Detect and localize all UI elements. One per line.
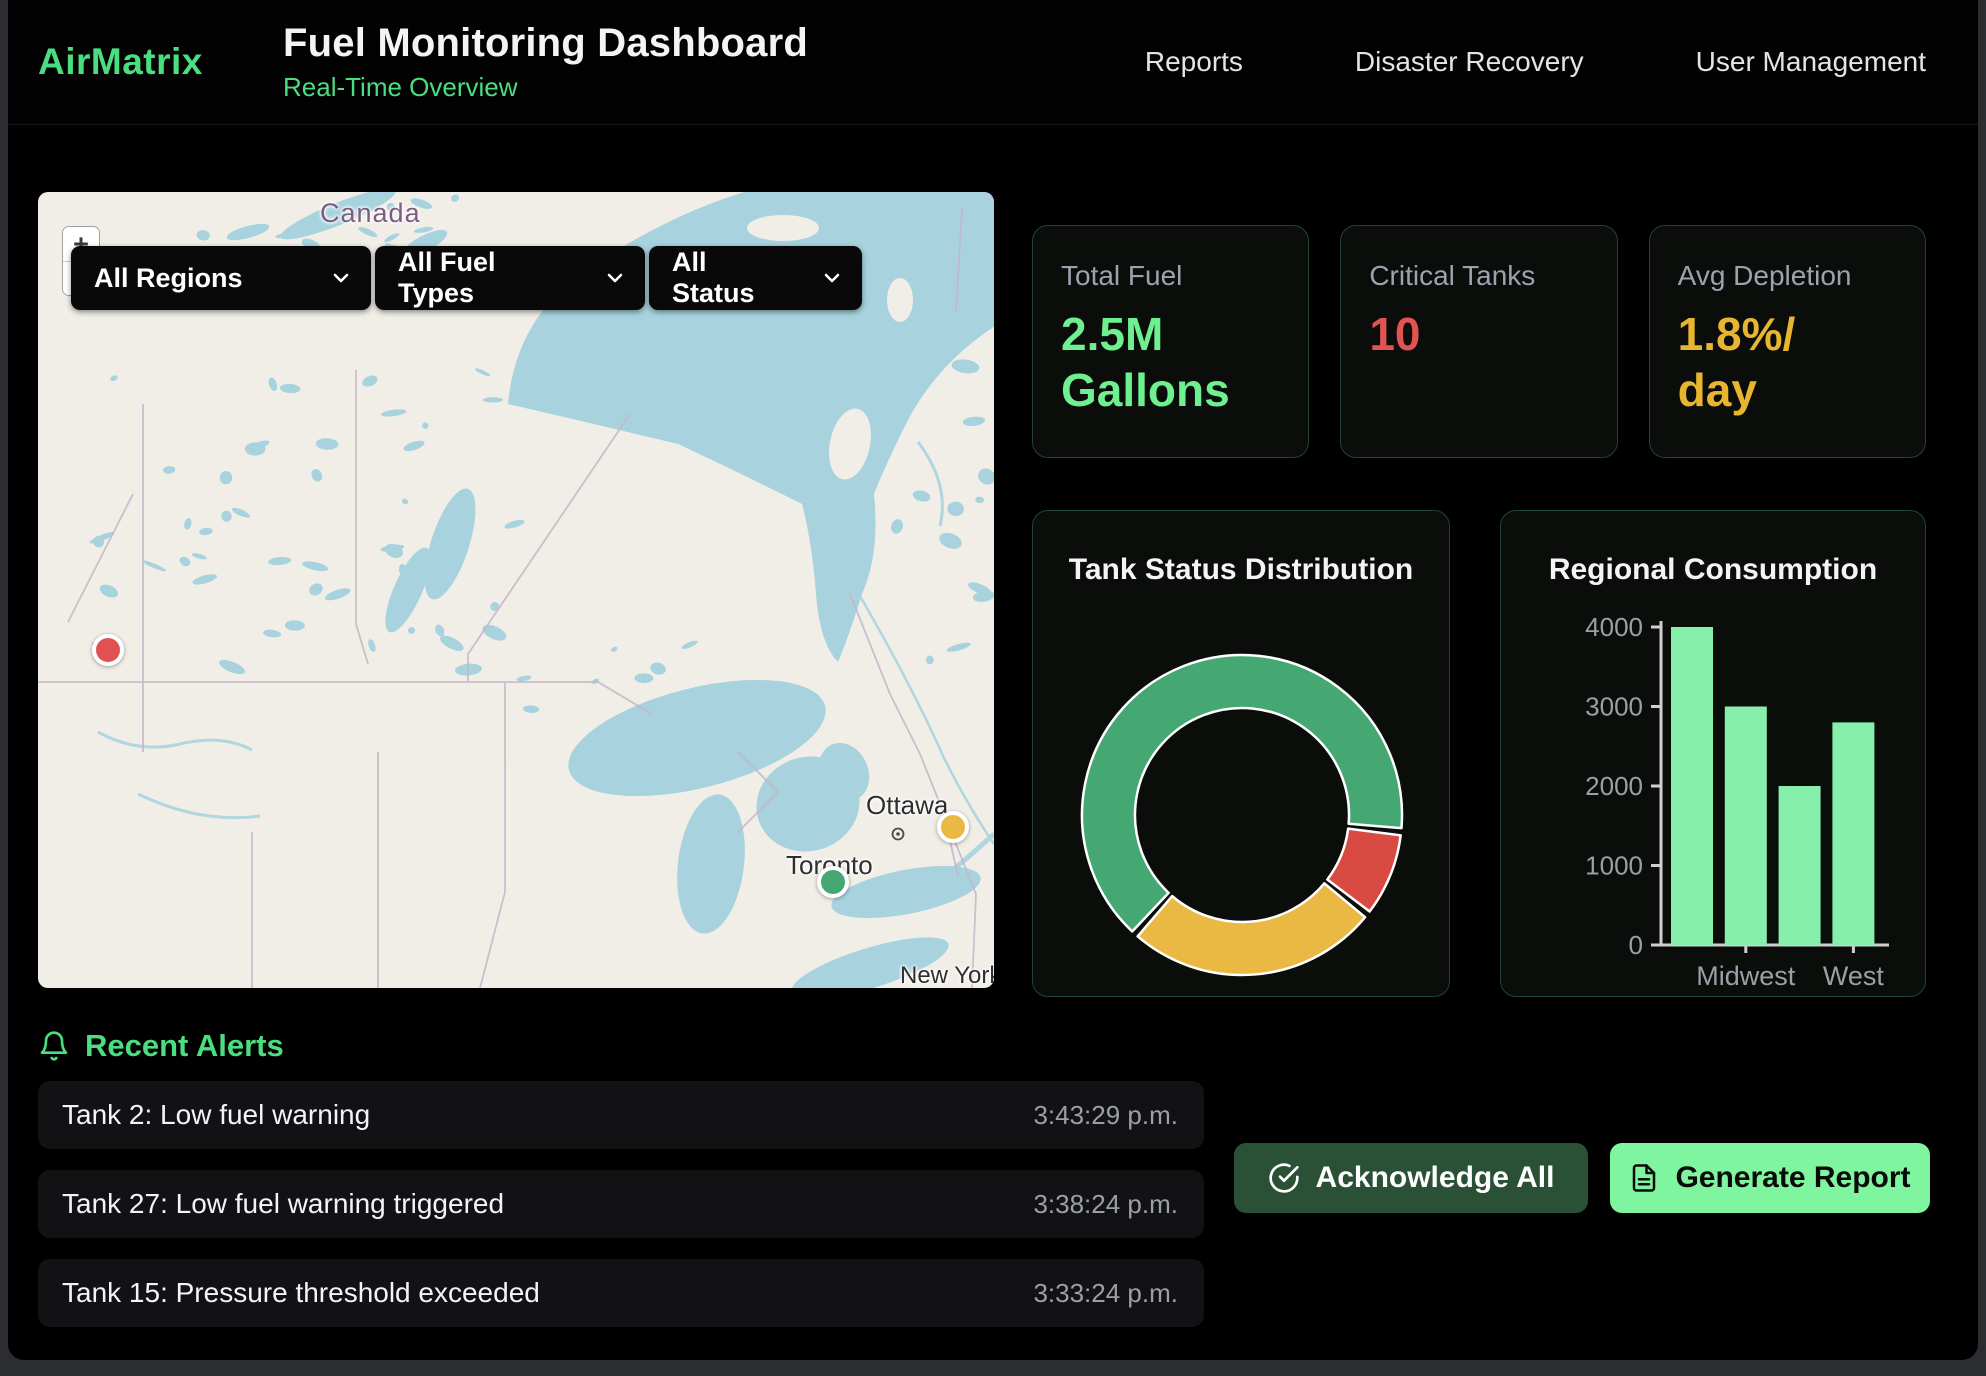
alerts-title: Recent Alerts	[85, 1028, 284, 1064]
tank-status-donut-chart	[1033, 511, 1450, 997]
page-title: Fuel Monitoring Dashboard	[283, 21, 808, 66]
map-filters: All Regions All Fuel Types All Status	[71, 246, 862, 310]
map-label-canada: Canada	[320, 198, 421, 229]
stat-label: Critical Tanks	[1369, 260, 1588, 292]
alert-message: Tank 15: Pressure threshold exceeded	[62, 1277, 540, 1309]
tank-status-chart-card: Tank Status Distribution	[1032, 510, 1450, 997]
stat-card-avg-depletion: Avg Depletion 1.8%/ day	[1649, 225, 1926, 458]
nav-user-management[interactable]: User Management	[1696, 46, 1926, 78]
generate-report-button[interactable]: Generate Report	[1610, 1143, 1930, 1213]
svg-text:3000: 3000	[1585, 692, 1643, 722]
tank-marker-critical[interactable]	[92, 634, 124, 666]
stat-card-total-fuel: Total Fuel 2.5M Gallons	[1032, 225, 1309, 458]
filter-regions[interactable]: All Regions	[71, 246, 371, 310]
alerts-header: Recent Alerts	[38, 1028, 284, 1064]
chevron-down-icon	[329, 266, 353, 290]
filter-status[interactable]: All Status	[649, 246, 862, 310]
stat-cards: Total Fuel 2.5M Gallons Critical Tanks 1…	[1032, 225, 1926, 458]
main-nav: Reports Disaster Recovery User Managemen…	[1145, 46, 1926, 78]
alert-message: Tank 27: Low fuel warning triggered	[62, 1188, 504, 1220]
alert-timestamp: 3:38:24 p.m.	[1033, 1189, 1178, 1220]
map-label-ottawa: Ottawa	[866, 790, 948, 821]
regional-consumption-chart-card: Regional Consumption 01000200030004000Mi…	[1500, 510, 1926, 997]
stat-card-critical-tanks: Critical Tanks 10	[1340, 225, 1617, 458]
map-label-new-york: New York	[900, 962, 994, 988]
capital-city-icon	[890, 826, 906, 842]
svg-text:Midwest: Midwest	[1696, 961, 1796, 991]
generate-report-label: Generate Report	[1675, 1161, 1910, 1195]
svg-text:4000: 4000	[1585, 612, 1643, 642]
header: AirMatrix Fuel Monitoring Dashboard Real…	[8, 0, 1978, 125]
alert-message: Tank 2: Low fuel warning	[62, 1099, 370, 1131]
stat-value: 10	[1369, 306, 1588, 362]
alert-timestamp: 3:33:24 p.m.	[1033, 1278, 1178, 1309]
brand-logo: AirMatrix	[38, 41, 283, 83]
tank-marker-warning[interactable]	[937, 811, 969, 843]
document-icon	[1629, 1163, 1659, 1193]
stat-value: 1.8%/ day	[1678, 306, 1897, 418]
bell-icon	[38, 1030, 70, 1062]
alert-row[interactable]: Tank 15: Pressure threshold exceeded 3:3…	[38, 1259, 1204, 1327]
stat-label: Avg Depletion	[1678, 260, 1897, 292]
svg-text:2000: 2000	[1585, 771, 1643, 801]
title-block: Fuel Monitoring Dashboard Real-Time Over…	[283, 21, 808, 103]
alert-row[interactable]: Tank 27: Low fuel warning triggered 3:38…	[38, 1170, 1204, 1238]
alert-timestamp: 3:43:29 p.m.	[1033, 1100, 1178, 1131]
filter-fuel-types[interactable]: All Fuel Types	[375, 246, 645, 310]
tank-marker-ok[interactable]	[817, 866, 849, 898]
alert-row[interactable]: Tank 2: Low fuel warning 3:43:29 p.m.	[38, 1081, 1204, 1149]
filter-regions-label: All Regions	[94, 263, 243, 294]
nav-reports[interactable]: Reports	[1145, 46, 1243, 78]
chevron-down-icon	[603, 266, 627, 290]
acknowledge-all-label: Acknowledge All	[1316, 1161, 1555, 1195]
filter-status-label: All Status	[672, 247, 794, 309]
app-panel: AirMatrix Fuel Monitoring Dashboard Real…	[8, 0, 1978, 1360]
stat-label: Total Fuel	[1061, 260, 1280, 292]
filter-fuel-types-label: All Fuel Types	[398, 247, 577, 309]
check-circle-icon	[1268, 1162, 1300, 1194]
acknowledge-all-button[interactable]: Acknowledge All	[1234, 1143, 1588, 1213]
stat-value: 2.5M Gallons	[1061, 306, 1280, 418]
nav-disaster-recovery[interactable]: Disaster Recovery	[1355, 46, 1584, 78]
page-subtitle: Real-Time Overview	[283, 72, 808, 103]
svg-text:0: 0	[1629, 930, 1643, 960]
regional-consumption-bar-chart: 0 1000 2000 3000 4000 Midwest West	[1501, 511, 1926, 997]
chevron-down-icon	[820, 266, 844, 290]
svg-text:1000: 1000	[1585, 851, 1643, 881]
svg-text:West: West	[1823, 961, 1885, 991]
tank-map[interactable]: Canada Ottawa Toronto New York + − All R…	[38, 192, 994, 988]
